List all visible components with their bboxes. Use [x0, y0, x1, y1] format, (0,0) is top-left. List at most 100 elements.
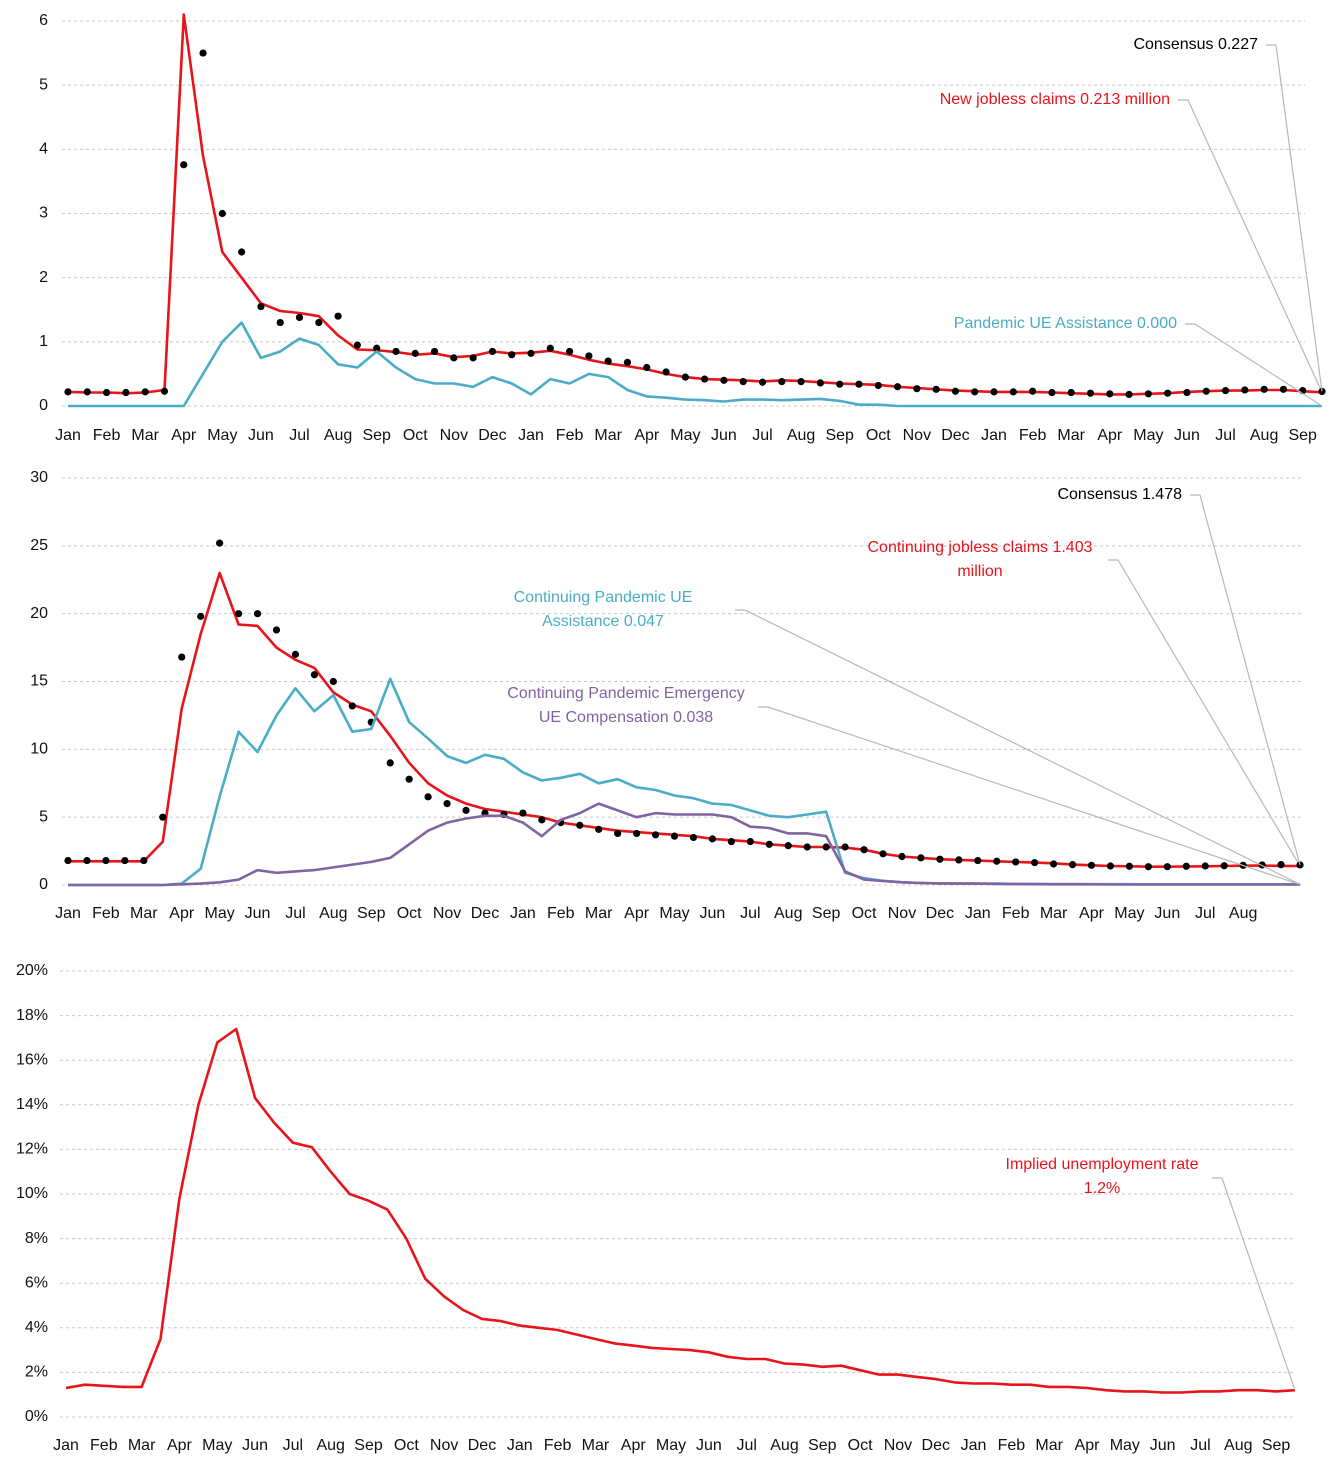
x-tick-label: Feb — [1002, 905, 1030, 922]
data-point — [727, 837, 735, 846]
data-point — [527, 349, 535, 357]
data-point — [746, 837, 754, 846]
data-point — [1087, 861, 1096, 869]
y-tick-label: 5 — [39, 76, 48, 93]
series-line — [65, 1027, 1296, 1394]
data-point — [508, 351, 516, 359]
data-point — [1277, 861, 1285, 869]
x-tick-label: Apr — [1097, 427, 1123, 444]
data-point — [1183, 388, 1191, 397]
y-tick-label: 3 — [39, 205, 48, 222]
x-tick-label: Sep — [354, 1437, 383, 1454]
data-point — [353, 341, 361, 349]
x-tick-label: May — [670, 427, 700, 444]
data-point — [765, 840, 773, 848]
x-tick-label: Mar — [1040, 905, 1068, 922]
y-tick-label: 25 — [30, 537, 48, 554]
data-point — [443, 800, 451, 808]
x-tick-label: May — [1114, 905, 1144, 922]
data-point — [178, 653, 186, 661]
series-label: Continuing jobless claims 1.403 million — [867, 539, 1093, 580]
x-tick-label: Jan — [53, 1437, 79, 1454]
data-point — [180, 161, 188, 169]
data-point — [662, 368, 670, 376]
data-point — [272, 626, 281, 634]
data-point — [411, 349, 419, 357]
x-tick-label: Nov — [888, 905, 916, 922]
x-tick-label: Aug — [324, 427, 352, 444]
data-point — [1164, 389, 1172, 397]
y-tick-label: 5 — [39, 808, 48, 825]
data-point — [1029, 387, 1037, 395]
x-tick-label: Aug — [787, 427, 815, 444]
x-tick-label: Jun — [700, 905, 726, 922]
x-tick-label: Apr — [169, 905, 195, 922]
data-point — [1202, 387, 1210, 395]
x-tick-label: Feb — [544, 1437, 572, 1454]
series-label: Continuing Pandemic UE Assistance 0.047 — [513, 589, 693, 630]
x-tick-label: Jul — [283, 1437, 303, 1454]
data-point — [160, 387, 169, 395]
data-point — [488, 347, 497, 356]
x-tick-label: Sep — [808, 1437, 837, 1454]
series-line — [67, 13, 1323, 396]
x-tick-label: Jul — [1190, 1437, 1210, 1454]
data-point — [822, 843, 830, 851]
y-tick-label: 0% — [25, 1408, 48, 1425]
x-tick-label: Dec — [926, 905, 954, 922]
leader-line — [1178, 99, 1323, 393]
data-point — [469, 354, 477, 362]
x-tick-label: Nov — [903, 427, 931, 444]
data-point — [1221, 387, 1230, 395]
data-point — [1106, 862, 1115, 870]
x-tick-label: Jul — [740, 905, 760, 922]
y-tick-label: 14% — [16, 1096, 48, 1113]
x-tick-label: Feb — [92, 905, 120, 922]
y-tick-label: 1 — [39, 333, 48, 350]
x-tick-label: Apr — [621, 1437, 647, 1454]
data-point — [538, 816, 546, 824]
leader-line — [1212, 1177, 1296, 1391]
x-tick-label: Jun — [245, 905, 271, 922]
data-point — [257, 302, 265, 311]
data-point — [841, 843, 849, 851]
data-point — [1125, 390, 1133, 399]
data-point — [373, 344, 381, 352]
x-tick-label: Aug — [774, 905, 802, 922]
data-point — [739, 378, 747, 386]
data-point — [879, 850, 887, 858]
data-point — [121, 856, 129, 865]
data-point — [778, 378, 786, 386]
x-tick-label: Nov — [440, 427, 468, 444]
data-point — [803, 843, 811, 851]
x-tick-label: Jan — [981, 427, 1007, 444]
data-point — [392, 347, 400, 356]
y-tick-label: 15 — [30, 673, 48, 690]
leader-line — [735, 609, 1301, 885]
data-point — [1163, 863, 1171, 871]
data-point — [951, 387, 960, 395]
x-tick-label: Sep — [357, 905, 386, 922]
y-tick-label: 6 — [39, 12, 48, 29]
leader-line — [1190, 494, 1301, 866]
x-tick-label: Jun — [1174, 427, 1200, 444]
data-point — [860, 846, 868, 854]
x-tick-label: Jan — [55, 905, 81, 922]
y-tick-label: 8% — [25, 1230, 48, 1247]
data-point — [1201, 862, 1209, 870]
x-tick-label: May — [202, 1437, 232, 1454]
series-label: New jobless claims 0.213 million — [939, 91, 1170, 108]
x-tick-label: Jul — [1215, 427, 1235, 444]
leader-line — [1185, 323, 1323, 407]
data-point — [1009, 388, 1017, 396]
data-point — [386, 759, 394, 767]
data-point — [898, 852, 906, 861]
data-point — [576, 821, 584, 829]
x-tick-label: Aug — [1250, 427, 1278, 444]
x-tick-label: Jun — [242, 1437, 268, 1454]
y-tick-label: 16% — [16, 1051, 48, 1068]
data-point — [816, 379, 825, 387]
data-point — [990, 388, 998, 396]
